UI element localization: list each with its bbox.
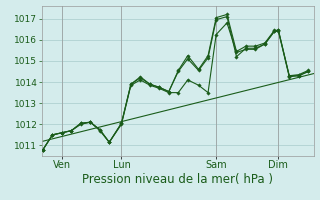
- X-axis label: Pression niveau de la mer( hPa ): Pression niveau de la mer( hPa ): [82, 173, 273, 186]
